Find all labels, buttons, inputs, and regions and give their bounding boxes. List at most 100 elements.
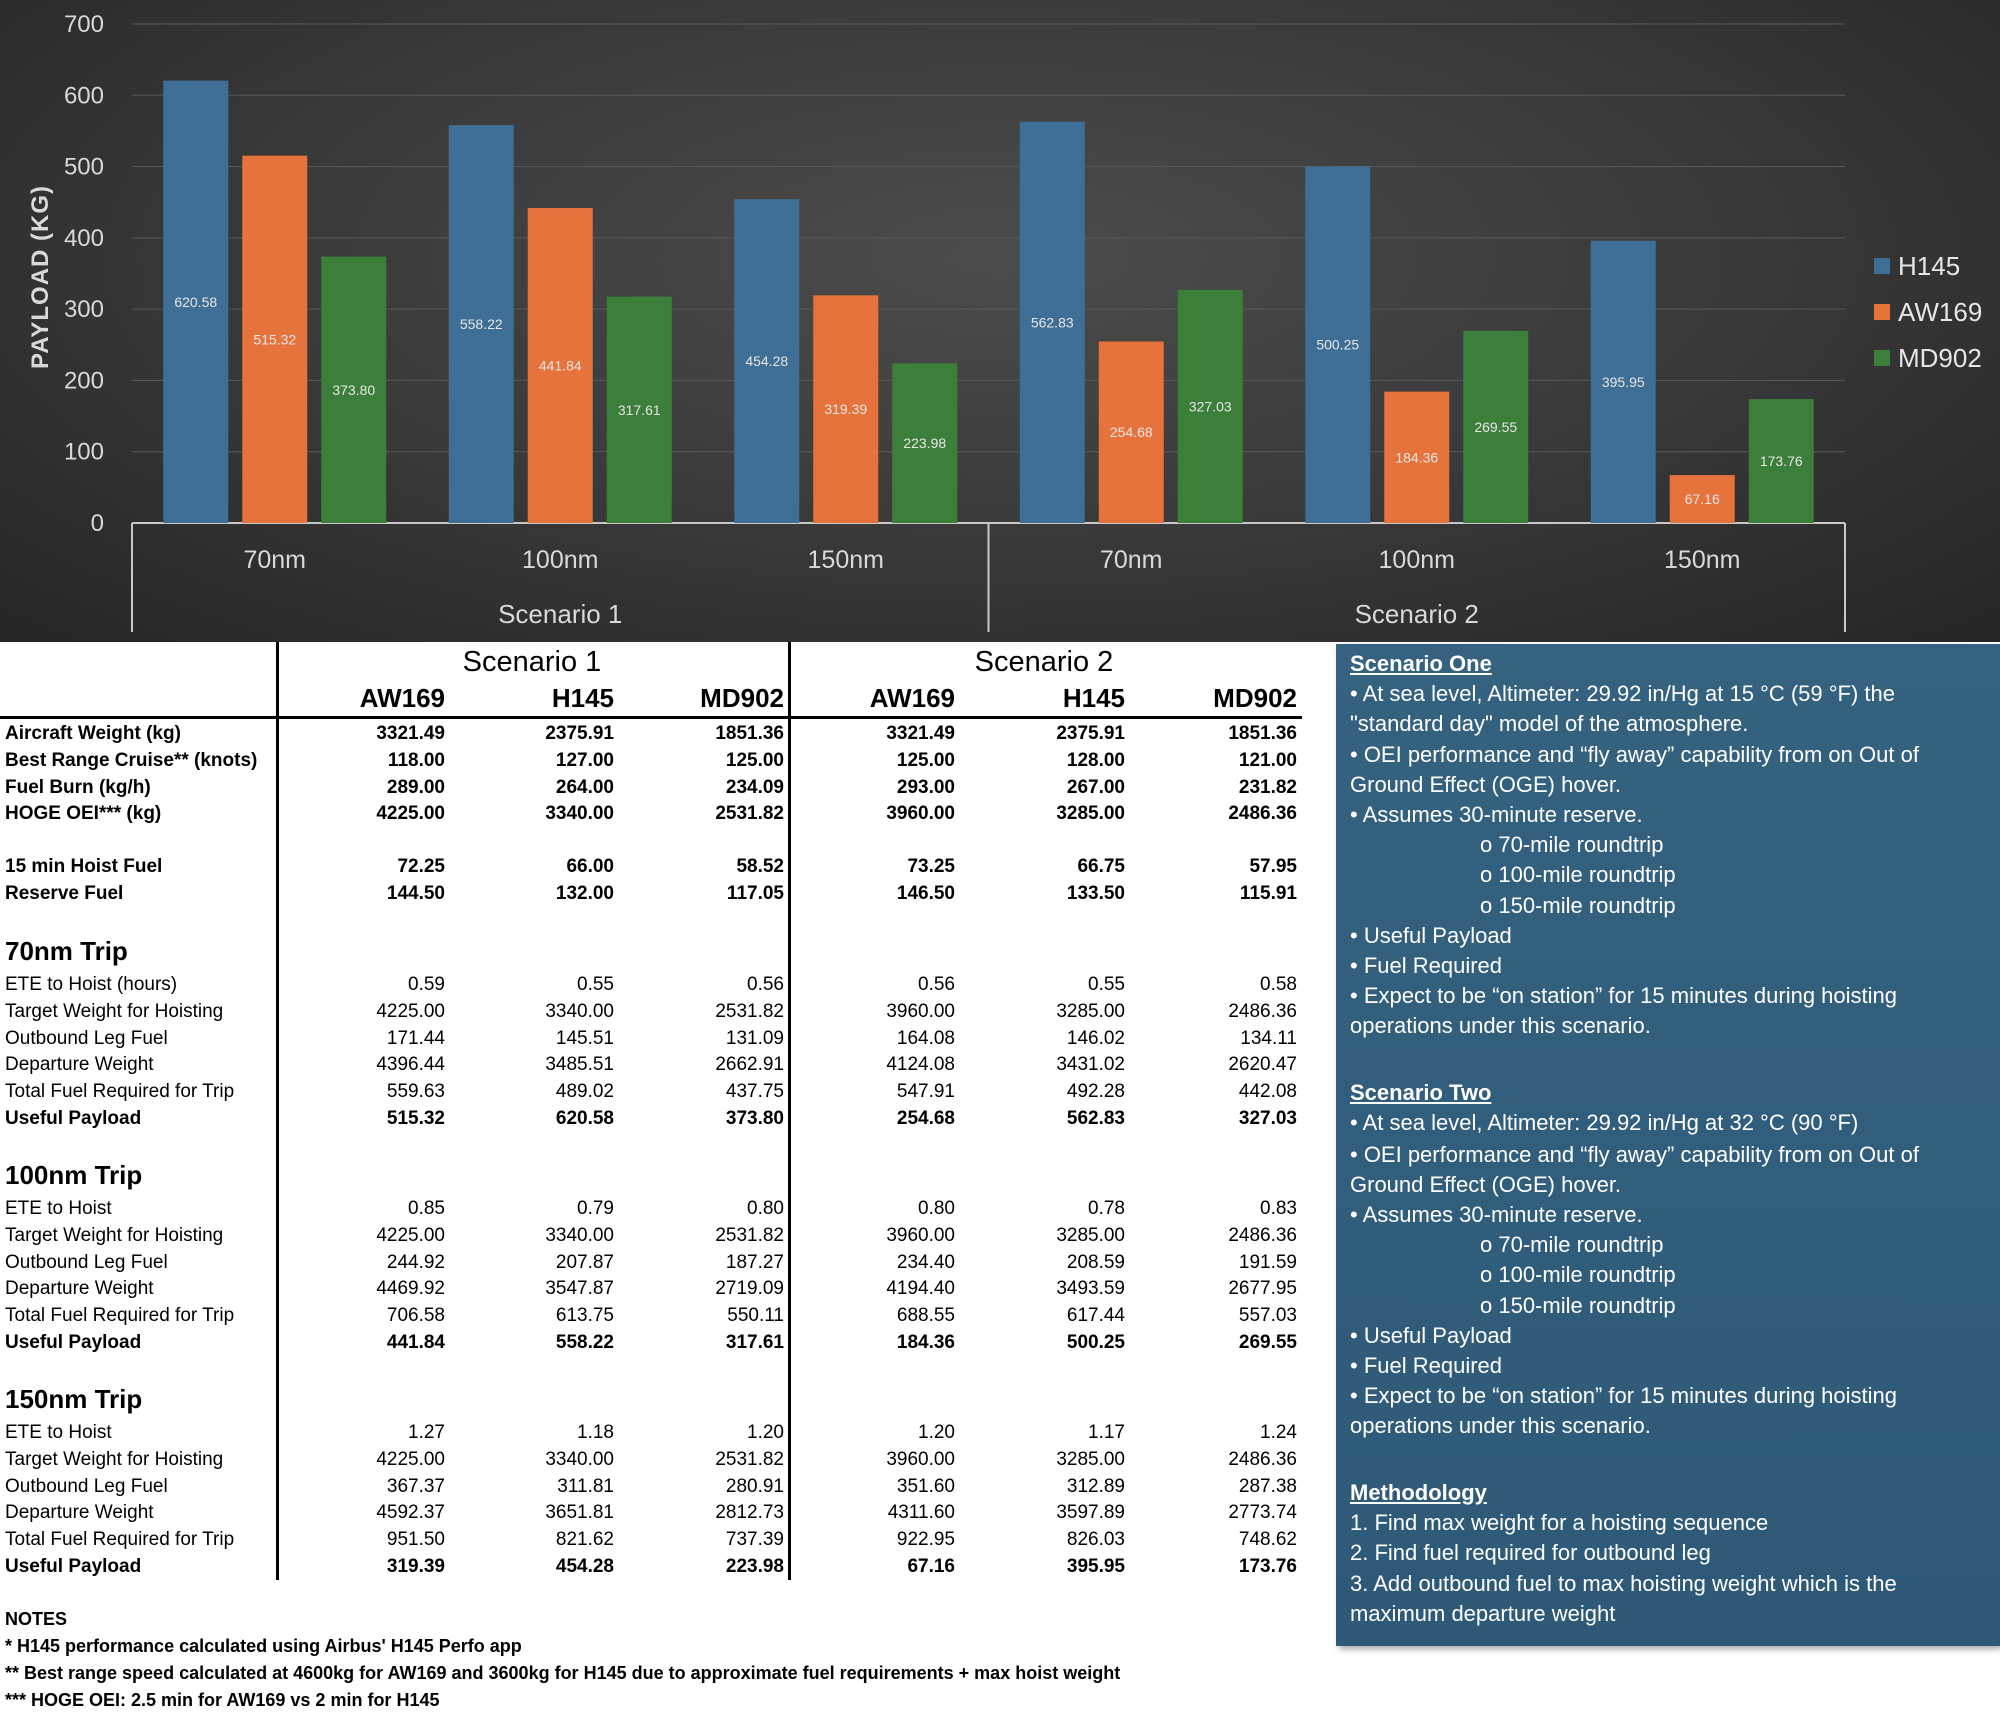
row-value: 3340.00	[545, 1224, 614, 1246]
row-value: 293.00	[896, 776, 955, 798]
row-value: 173.76	[1238, 1556, 1297, 1577]
row-value: 327.03	[1238, 1108, 1297, 1129]
methodology-heading: Methodology	[1350, 1480, 1487, 1505]
table-row: Fuel Burn (kg/h) 289.00 264.00 234.09 293.00…	[0, 777, 1312, 803]
methodology-step: 1. Find max weight for a hoisting sequen…	[1350, 1510, 1769, 1535]
row-value: 3547.87	[545, 1278, 614, 1300]
row-value: 688.55	[896, 1305, 955, 1327]
scenario-one-bullet: • Expect to be “on station” for 15 minut…	[1350, 983, 1898, 1008]
row-value: 0.56	[747, 974, 784, 995]
row-value: 1851.36	[1228, 723, 1297, 744]
scenario-one-sub-item: o 150-mile roundtrip	[1480, 893, 1676, 918]
payload-chart-svg: 0 100 200 300 400 500 600 700 PAYLOAD (KG) Scenar…	[27, 11, 1982, 632]
row-value: 922.95	[896, 1529, 955, 1551]
row-label: Total Fuel Required for Trip	[5, 1305, 235, 1327]
row-value: 0.85	[408, 1198, 445, 1219]
row-value: 267.00	[1066, 776, 1125, 798]
row-value: 1.17	[1088, 1422, 1125, 1443]
legend-label: AW169	[1898, 297, 1982, 327]
row-value: 4592.37	[376, 1502, 445, 1524]
methodology-step: 2. Find fuel required for outbound leg	[1350, 1540, 1711, 1565]
y-tick-label: 300	[64, 296, 104, 323]
row-value: 2375.91	[1056, 723, 1125, 744]
column-header: MD902	[700, 683, 784, 713]
row-value: 145.51	[555, 1027, 614, 1049]
data-label: 562.83	[1031, 314, 1074, 330]
row-label: Useful Payload	[5, 1556, 142, 1577]
row-label: Departure Weight	[5, 1054, 154, 1076]
row-value: 133.50	[1066, 882, 1125, 904]
row-value: 121.00	[1238, 749, 1297, 771]
scenario-one-bullet: • Assumes 30-minute reserve.	[1350, 802, 1643, 827]
row-value: 3340.00	[545, 803, 614, 825]
category-label: 100nm	[522, 546, 598, 574]
row-label: Target Weight for Hoisting	[5, 1448, 224, 1470]
scenario-one-heading: Scenario One	[1350, 651, 1492, 676]
row-value: 2812.73	[715, 1502, 784, 1524]
bar-md902	[321, 256, 387, 523]
row-value: 144.50	[386, 882, 445, 904]
row-value: 0.55	[577, 974, 614, 995]
row-value: 191.59	[1238, 1251, 1297, 1273]
row-label: Useful Payload	[5, 1332, 142, 1353]
category-label: 70nm	[1100, 546, 1163, 574]
scenario-two-sub-item: o 70-mile roundtrip	[1480, 1232, 1664, 1257]
row-value: 66.00	[566, 856, 614, 877]
row-value: 2486.36	[1228, 1000, 1297, 1022]
column-header: AW169	[869, 683, 955, 713]
row-value: 2531.82	[715, 1448, 784, 1470]
scenario-one-bullet: operations under this scenario.	[1350, 1013, 1651, 1038]
row-label: Total Fuel Required for Trip	[5, 1081, 235, 1103]
scenario-one-bullet: Ground Effect (OGE) hover.	[1350, 772, 1622, 797]
bar-h145	[1590, 240, 1656, 524]
row-value: 3340.00	[545, 1448, 614, 1470]
row-value: 2486.36	[1228, 803, 1297, 825]
row-value: 187.27	[725, 1251, 784, 1273]
row-label: ETE to Hoist	[5, 1198, 112, 1219]
row-value: 547.91	[896, 1081, 955, 1103]
column-header: AW169	[359, 683, 445, 713]
y-tick-label: 100	[64, 439, 104, 466]
row-value: 1.20	[918, 1422, 955, 1443]
row-value: 66.75	[1077, 856, 1125, 877]
row-value: 441.84	[386, 1332, 445, 1353]
trip-section-title: 100nm Trip	[5, 1160, 143, 1190]
row-value: 4194.40	[886, 1278, 955, 1300]
row-value: 2677.95	[1228, 1278, 1297, 1300]
row-value: 311.81	[557, 1475, 614, 1497]
legend-label: MD902	[1898, 343, 1982, 373]
row-value: 515.32	[386, 1108, 445, 1129]
scenario-1-header: Scenario 1	[462, 646, 602, 678]
row-value: 617.44	[1066, 1305, 1125, 1327]
row-value: 146.50	[896, 882, 955, 904]
data-label: 67.16	[1685, 491, 1720, 507]
bar-h145	[448, 125, 514, 524]
row-value: 489.02	[555, 1081, 614, 1103]
row-value: 2531.82	[715, 1000, 784, 1022]
y-axis-title: PAYLOAD (KG)	[27, 185, 54, 369]
scenario-two-bullet: • Useful Payload	[1350, 1323, 1512, 1348]
row-value: 0.55	[1088, 974, 1125, 995]
column-header: MD902	[1213, 683, 1297, 713]
scenario-two-sub-item: o 100-mile roundtrip	[1480, 1262, 1676, 1287]
scenario-two-bullet: • At sea level, Altimeter: 29.92 in/Hg a…	[1350, 1110, 1859, 1135]
scenario-one-sub-item: o 70-mile roundtrip	[1480, 832, 1664, 857]
row-value: 3431.02	[1056, 1054, 1125, 1076]
row-value: 2719.09	[715, 1278, 784, 1300]
column-header: H145	[551, 683, 614, 713]
row-value: 0.59	[408, 974, 445, 995]
row-value: 500.25	[1066, 1332, 1125, 1353]
bar-h145	[163, 80, 229, 523]
bar-aw169	[1098, 341, 1164, 523]
scenario-one-bullet: • OEI performance and “fly away” capabil…	[1350, 742, 1919, 767]
row-value: 706.58	[386, 1305, 445, 1327]
bar-md902	[1177, 289, 1243, 523]
row-value: 557.03	[1238, 1305, 1297, 1327]
data-label: 184.36	[1395, 449, 1438, 465]
row-value: 244.92	[386, 1251, 445, 1273]
row-label: Departure Weight	[5, 1502, 154, 1524]
row-value: 821.62	[555, 1529, 614, 1551]
row-value: 234.40	[896, 1251, 955, 1273]
row-value: 4311.60	[887, 1502, 955, 1524]
row-value: 0.80	[747, 1198, 784, 1219]
